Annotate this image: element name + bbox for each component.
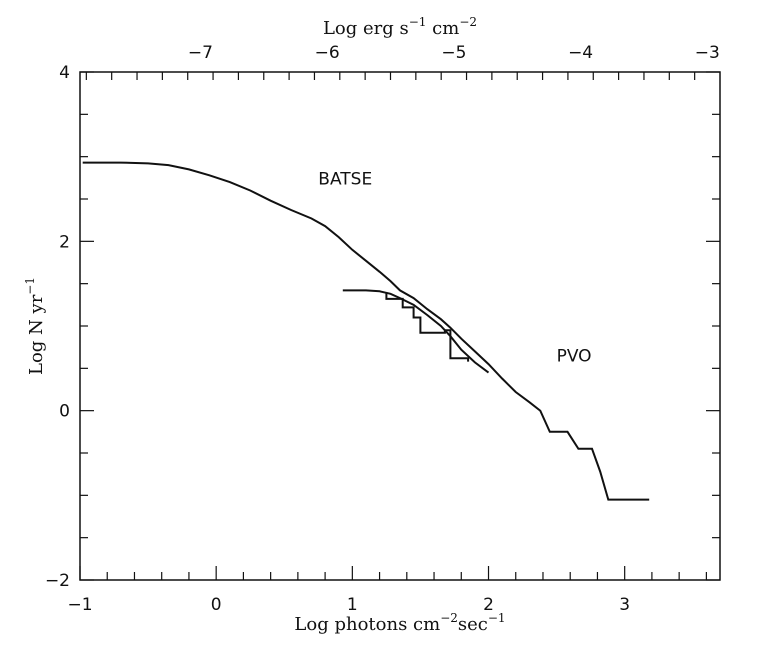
annotation-batse: BATSE <box>318 170 372 190</box>
x-tick-label: 3 <box>619 595 630 615</box>
top-x-tick-label: −7 <box>188 43 213 63</box>
top-x-axis-label: Log erg s−1 cm−2 <box>323 15 477 39</box>
tick-labels: −1 0 1 2 3 −7 −6 −5 −4 −3 −2 0 2 4 <box>45 43 720 615</box>
top-x-tick-label: −5 <box>441 43 466 63</box>
ticks <box>79 71 720 581</box>
x-tick-label: −1 <box>67 595 92 615</box>
x-tick-label: 0 <box>211 595 222 615</box>
top-x-tick-label: −4 <box>568 43 593 63</box>
series-line-batse <box>82 161 650 501</box>
top-x-tick-label: −3 <box>695 43 720 63</box>
y-tick-label: 0 <box>59 402 70 422</box>
top-x-tick-label: −6 <box>315 43 340 63</box>
x-axis-label: Log photons cm−2sec−1 <box>294 611 505 635</box>
plot-frame <box>79 71 721 581</box>
y-axis-label: Log N yr−1 <box>23 277 47 375</box>
series-line-pvo <box>342 289 490 374</box>
series <box>82 161 650 501</box>
x-tick-label: 1 <box>347 595 358 615</box>
y-tick-label: 2 <box>59 232 70 252</box>
annotation-pvo: PVO <box>557 347 592 367</box>
series-line-pvo-steps <box>385 292 470 362</box>
y-tick-label: −2 <box>45 571 70 591</box>
y-tick-label: 4 <box>59 63 70 83</box>
annotations: BATSE PVO <box>318 170 591 367</box>
x-tick-label: 2 <box>483 595 494 615</box>
